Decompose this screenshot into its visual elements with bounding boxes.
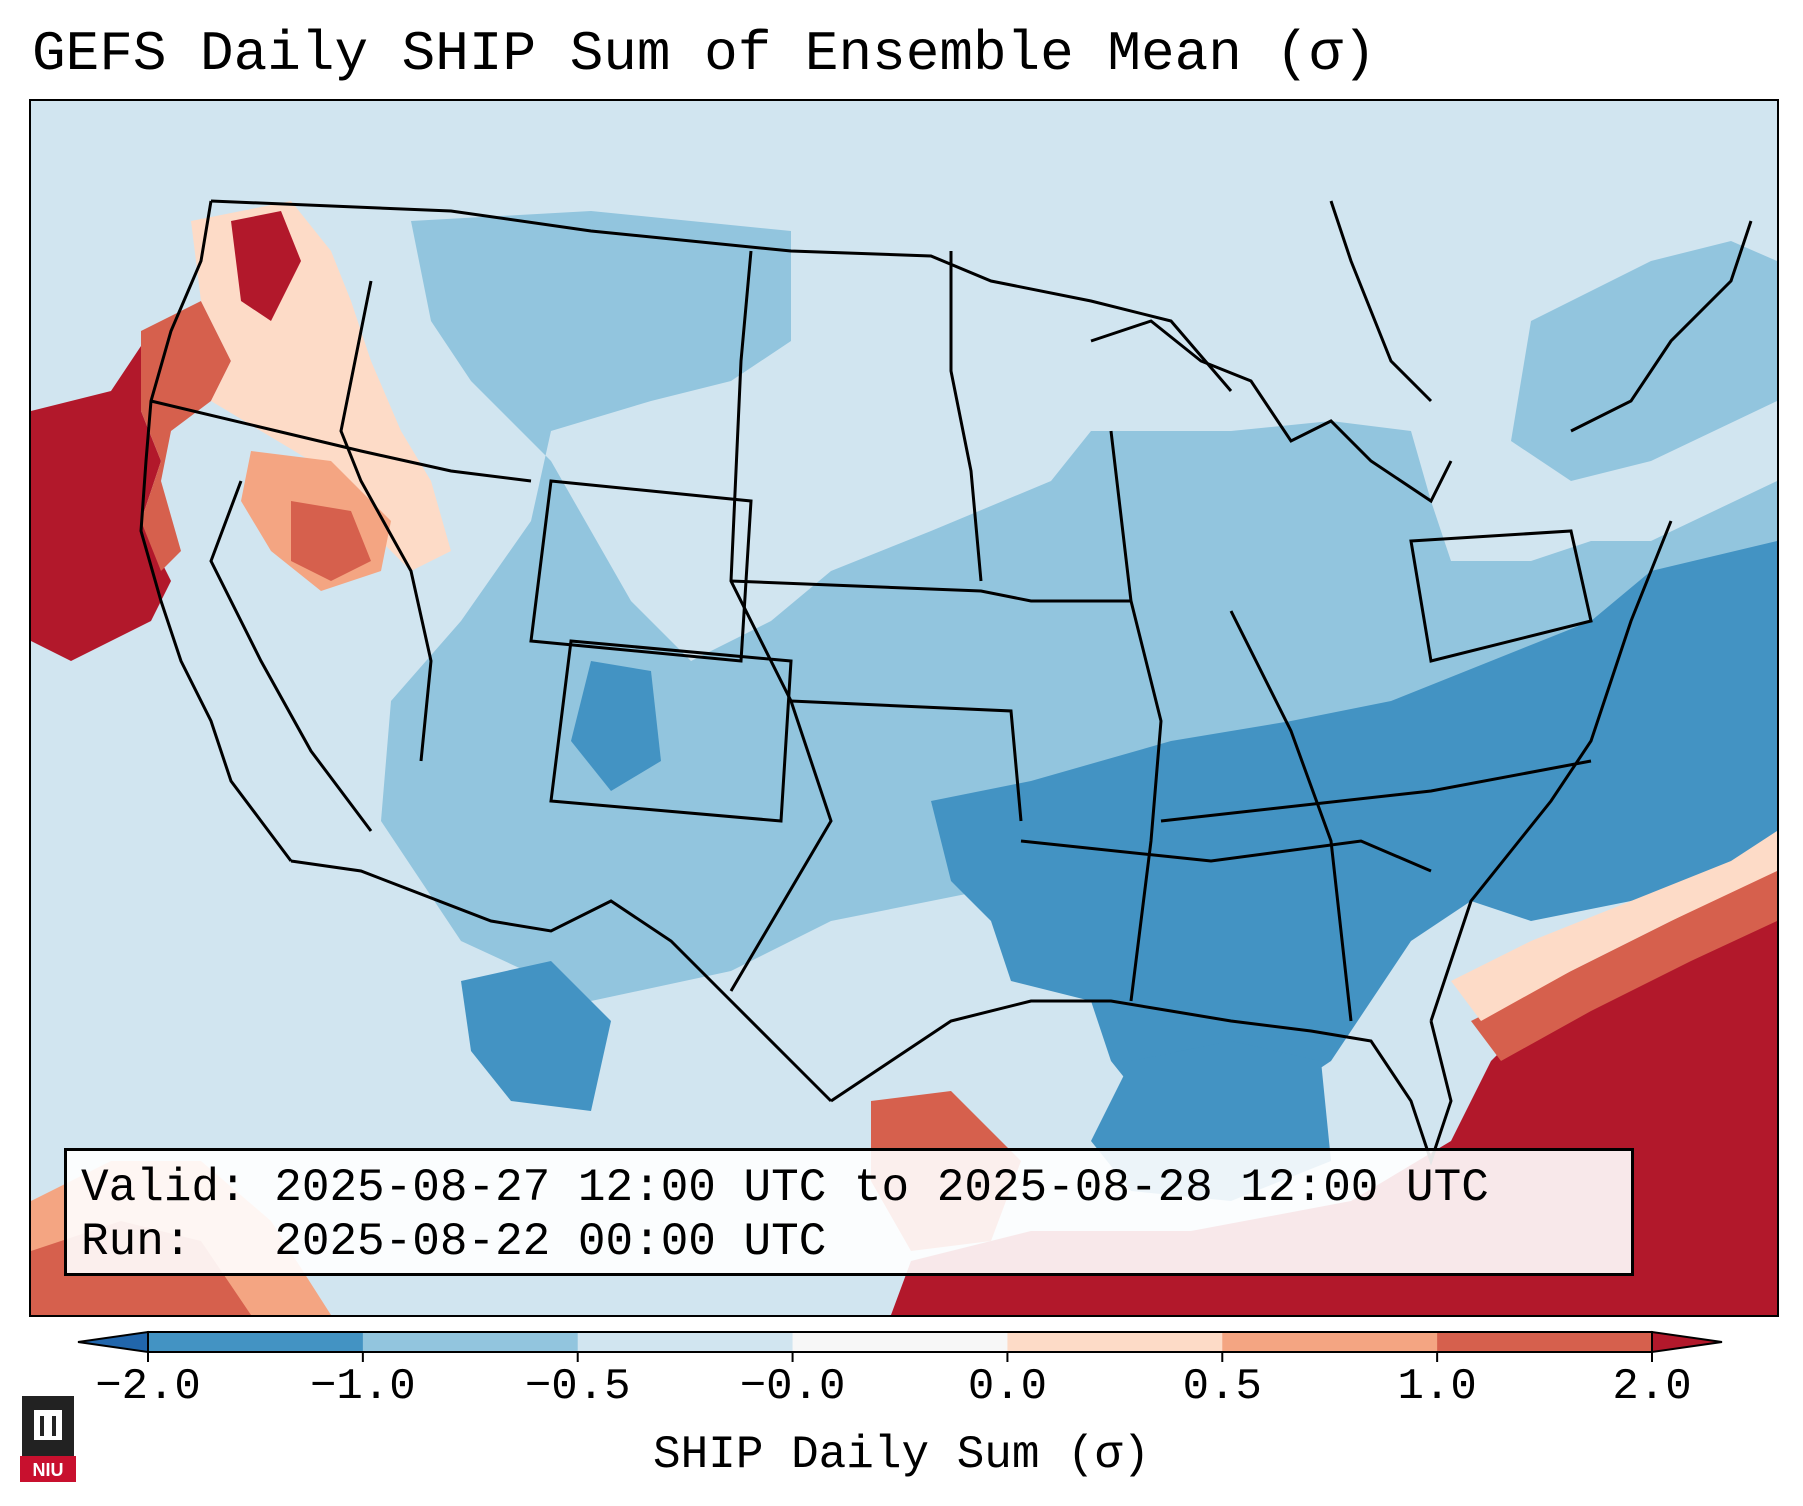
valid-time-line: Valid: 2025-08-27 12:00 UTC to 2025-08-2… [81, 1162, 1489, 1214]
niu-logo-icon: NIU [20, 1396, 76, 1482]
atlantic-moderate-band [1471, 861, 1777, 1061]
mountain-states [339, 280, 433, 762]
state-borders [139, 199, 1753, 1166]
interior-low-region [381, 211, 1777, 1001]
colorbar [77, 1330, 1723, 1362]
east-coast [1429, 520, 1673, 1022]
colorado-block [549, 639, 793, 823]
colorbar-label: SHIP Daily Sum (σ) [653, 1429, 1150, 1481]
colorbar-bin [1007, 1332, 1223, 1352]
colorbar-bin [1437, 1332, 1653, 1352]
validity-info-box: Valid: 2025-08-27 12:00 UTC to 2025-08-2… [64, 1148, 1634, 1276]
northeast-line [1409, 529, 1593, 663]
colorbar-bin [148, 1332, 364, 1352]
colorbar-bin [362, 1332, 579, 1352]
colorbar-tick-label: −2.0 [95, 1362, 201, 1412]
wyoming-block [529, 479, 753, 663]
colorbar-bins [77, 1330, 1723, 1354]
tennessee-line [1160, 759, 1592, 823]
new-england [1570, 220, 1753, 433]
colorbar-bin [1222, 1332, 1438, 1352]
plains-line [729, 250, 833, 992]
northwest-states [150, 399, 532, 483]
canada-north [1329, 200, 1433, 403]
southeast-very-low-region [931, 541, 1777, 1111]
kansas-line [790, 699, 1023, 822]
run-time-line: Run: 2025-08-22 00:00 UTC [81, 1216, 827, 1268]
colorbar-extension-high [1651, 1330, 1723, 1354]
pacific-moderate-region [141, 301, 231, 571]
mexico-very-low [461, 961, 611, 1111]
colorbar-tick-label: 1.0 [1397, 1362, 1477, 1412]
colorbar-bin [792, 1332, 1008, 1352]
us-mexico-border [290, 859, 833, 1103]
great-basin-high [291, 501, 371, 581]
colorbar-outline [147, 1331, 1653, 1353]
colorbar-tick-label: −0.0 [739, 1362, 846, 1412]
logo-text: NIU [33, 1460, 64, 1480]
colorbar-tick-label: 0.0 [967, 1362, 1048, 1412]
ohio-line [1229, 610, 1353, 1022]
dakotas-line [949, 251, 983, 582]
chart-title: GEFS Daily SHIP Sum of Ensemble Mean (σ) [32, 22, 1377, 86]
mississippi-line [1109, 430, 1163, 1002]
colorbar-tick-label: −0.5 [524, 1362, 631, 1412]
canada-us-border [210, 199, 1233, 392]
rockies-very-low [571, 661, 661, 791]
colorbar-tick-label: −1.0 [310, 1362, 416, 1412]
colorbar-tick-label: 2.0 [1612, 1362, 1692, 1412]
idaho-nevada [209, 480, 373, 832]
us-west-coast [139, 200, 293, 862]
atlantic-light-band [1451, 831, 1777, 1021]
map-panel [29, 99, 1779, 1317]
colorbar-tick-label: 0.5 [1182, 1362, 1262, 1412]
great-lakes [1090, 319, 1453, 504]
central-line [730, 579, 1131, 603]
colorbar-ticks [147, 1352, 1653, 1362]
ship-anomaly-map [31, 101, 1777, 1315]
colorbar-bin [577, 1332, 794, 1352]
colorbar-extension-low [77, 1330, 149, 1354]
washington-high [231, 211, 301, 321]
south-line [1020, 839, 1432, 873]
pacific-high-region [31, 331, 171, 661]
